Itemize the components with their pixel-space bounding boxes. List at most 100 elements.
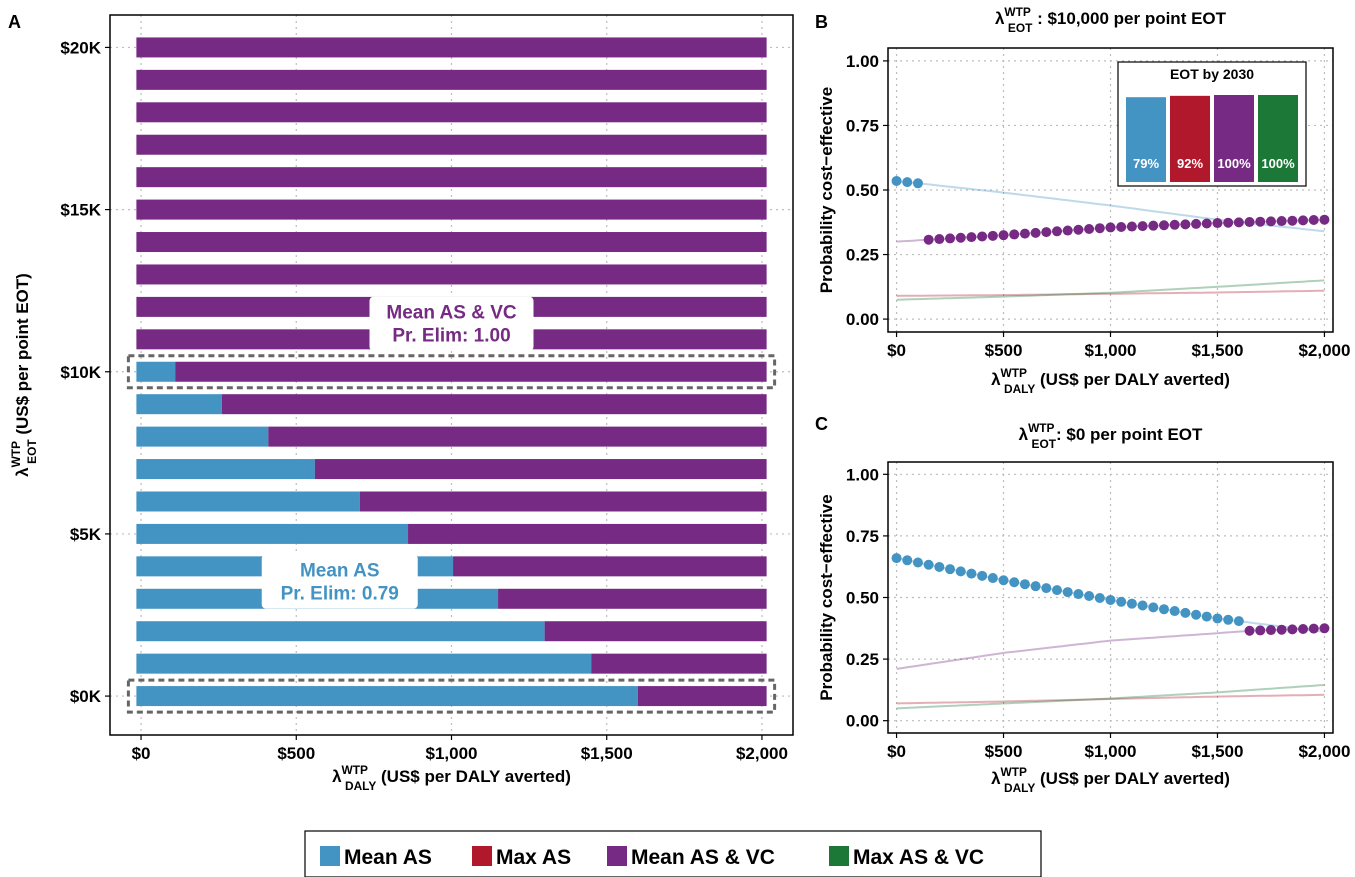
series-point [1308, 215, 1319, 226]
panel-c: $0 $500 $1,000 $1,500 $2,000 0.00 0.25 0.50 0.75… [815, 414, 1350, 795]
panel-letter: B [815, 12, 828, 32]
series-point [1105, 222, 1116, 233]
y-tick-label: $10K [60, 363, 101, 382]
bar-mean-as-vc [136, 37, 767, 58]
series-point [1041, 583, 1052, 594]
x-tick-label: $500 [985, 742, 1023, 761]
series-point [902, 177, 913, 188]
series-point [891, 553, 902, 564]
y-tick-label: 1.00 [846, 52, 879, 71]
x-axis-label-symbol: λ [991, 370, 1001, 389]
bar-mean-as-vc [453, 556, 767, 577]
bar-mean-as [136, 621, 545, 642]
series-point [1030, 227, 1041, 238]
series-line [896, 693, 1325, 705]
bar-mean-as [136, 394, 222, 415]
series-point [1116, 221, 1127, 232]
panel-letter: C [815, 414, 828, 434]
y-tick-label: 0.50 [846, 181, 879, 200]
bar-mean-as [136, 523, 409, 544]
series-point [966, 568, 977, 579]
series-point [1094, 223, 1105, 234]
y-axis-label-group: Probability cost−effective [817, 494, 836, 700]
y-axis-label: λWTP EOT (US$ per point EOT) [9, 273, 39, 477]
series-point [1094, 592, 1105, 603]
y-axis-label-text: λWTP EOT (US$ per point EOT) [9, 273, 39, 477]
series-point [1158, 604, 1169, 615]
x-axis-label-text: λWTP DALY (US$ per DALY averted) [991, 366, 1230, 396]
x-tick-label: $1,500 [1191, 341, 1243, 360]
legend-frame [304, 830, 1042, 877]
series-point [1308, 623, 1319, 634]
series-point [1180, 607, 1191, 618]
x-tick-label: $2,000 [1298, 742, 1350, 761]
series-point [1298, 623, 1309, 634]
x-axis-label-symbol: λ [991, 769, 1001, 788]
series-point [912, 178, 923, 189]
x-axis-label: λWTP DALY (US$ per DALY averted) [991, 765, 1230, 795]
series-point [1009, 229, 1020, 240]
legend-label: Max AS & VC [853, 846, 984, 869]
series-point [998, 575, 1009, 586]
inset-bar-label: 100% [1261, 156, 1295, 171]
legend: Mean AS Max AS Mean AS & VC Max AS & VC [304, 830, 1042, 877]
y-axis-label-rest: (US$ per point EOT) [13, 273, 32, 439]
series-point [1255, 216, 1266, 227]
panel-title-sup: WTP [1004, 5, 1030, 19]
bar-mean-as [136, 653, 592, 674]
bar-mean-as [136, 686, 638, 707]
bar-mean-as [136, 426, 269, 447]
legend-label: Mean AS [344, 846, 432, 869]
x-axis-label-text: λWTP DALY (US$ per DALY averted) [332, 763, 571, 793]
series-point [1276, 624, 1287, 635]
series-point [1201, 218, 1212, 229]
y-tick-label: 0.75 [846, 116, 879, 135]
legend-swatch [607, 846, 627, 866]
bar-mean-as [136, 361, 176, 382]
series-point [1019, 228, 1030, 239]
series-point [977, 231, 988, 242]
series-point [1201, 611, 1212, 622]
inset-title: EOT by 2030 [1170, 66, 1254, 82]
series-point [1169, 606, 1180, 617]
legend-label: Max AS [496, 846, 571, 869]
panel-title-sup: WTP [1028, 421, 1054, 435]
series-point [1116, 596, 1127, 607]
series-point [1212, 218, 1223, 229]
series-point [1265, 216, 1276, 227]
panel-title: λWTP EOT : $10,000 per point EOT [995, 5, 1227, 35]
series-point [955, 232, 966, 243]
series-point [1084, 591, 1095, 602]
series-point [1158, 220, 1169, 231]
bar-mean-as [136, 491, 360, 512]
series-point [987, 573, 998, 584]
series-point [934, 234, 945, 245]
inset-bar [1126, 97, 1166, 182]
series-point [1137, 600, 1148, 611]
y-tick-label: 0.25 [846, 650, 879, 669]
panel-title-sub: EOT [1032, 437, 1057, 451]
x-axis-label: λWTP DALY (US$ per DALY averted) [991, 366, 1230, 396]
panel-title-symbol: λ [1019, 425, 1029, 444]
bar-mean-as-vc [637, 686, 767, 707]
annotation-box [261, 554, 418, 609]
x-tick-label: $1,000 [1085, 341, 1137, 360]
series-point [902, 555, 913, 566]
x-axis-label-sub: DALY [345, 779, 376, 793]
series-point [1084, 223, 1095, 234]
series-point [1148, 220, 1159, 231]
y-tick-label: $20K [60, 38, 101, 57]
bar-mean-as-vc [359, 491, 767, 512]
bar-mean-as-vc [136, 134, 767, 155]
series-point [1148, 602, 1159, 613]
y-axis-label: Probability cost−effective [817, 494, 836, 700]
series-point [1191, 609, 1202, 620]
x-axis-label-rest: (US$ per DALY averted) [1035, 370, 1230, 389]
bar-mean-as-vc [136, 69, 767, 90]
series-point [923, 234, 934, 245]
series-point [1137, 221, 1148, 232]
annotation-box [369, 296, 534, 351]
bar-mean-as-vc [221, 394, 767, 415]
bar-mean-as-vc [544, 621, 767, 642]
